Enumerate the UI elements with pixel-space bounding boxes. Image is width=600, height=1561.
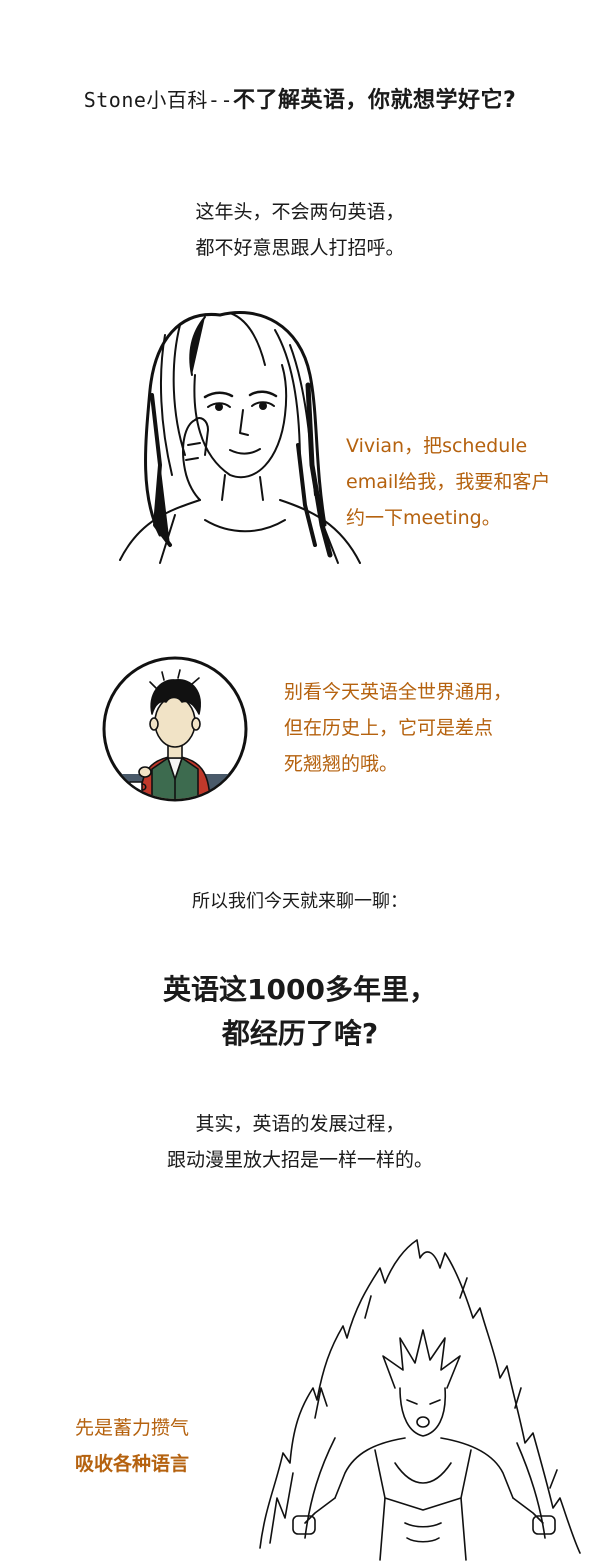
headline-line-2: 都经历了啥? — [221, 1017, 379, 1050]
page-title: Stone小百科--不了解英语，你就想学好它? — [0, 82, 600, 114]
woman-speech-line-2: email给我，我要和客户 — [346, 471, 551, 493]
headline-line-1: 英语这1000多年里， — [163, 973, 437, 1006]
narrator-speech-line-1: 别看今天英语全世界通用， — [284, 681, 513, 703]
title-main: 不了解英语，你就想学好它? — [233, 88, 517, 113]
caption: 先是蓄力攒气 吸收各种语言 — [75, 1410, 189, 1482]
caption-line-2: 吸收各种语言 — [75, 1453, 190, 1475]
narrator-speech: 别看今天英语全世界通用， 但在历史上，它可是差点 死翘翘的哦。 — [284, 674, 512, 782]
explain-line-2: 跟动漫里放大招是一样一样的。 — [166, 1149, 433, 1171]
lead-in-text: 所以我们今天就来聊一聊： — [192, 891, 408, 912]
narrator-avatar — [102, 656, 248, 802]
woman-speech: Vivian，把schedule email给我，我要和客户 约一下meetin… — [346, 428, 550, 536]
woman-on-phone-illustration — [119, 311, 361, 564]
caption-line-1: 先是蓄力攒气 — [75, 1417, 190, 1439]
intro-line-1: 这年头，不会两句英语， — [195, 201, 405, 223]
powering-up-fighter-illustration — [259, 1239, 581, 1561]
intro-text: 这年头，不会两句英语， 都不好意思跟人打招呼。 — [0, 194, 600, 266]
explain-line-1: 其实，英语的发展过程， — [195, 1113, 405, 1135]
woman-speech-line-1: Vivian，把schedule — [346, 435, 528, 457]
woman-speech-line-3: 约一下meeting。 — [346, 507, 501, 529]
headline: 英语这1000多年里， 都经历了啥? — [0, 968, 600, 1056]
title-series: Stone小百科-- — [83, 88, 234, 112]
narrator-speech-line-3: 死翘翘的哦。 — [284, 753, 399, 775]
narrator-speech-line-2: 但在历史上，它可是差点 — [284, 717, 494, 739]
explain-text: 其实，英语的发展过程， 跟动漫里放大招是一样一样的。 — [0, 1106, 600, 1178]
intro-line-2: 都不好意思跟人打招呼。 — [195, 237, 405, 259]
